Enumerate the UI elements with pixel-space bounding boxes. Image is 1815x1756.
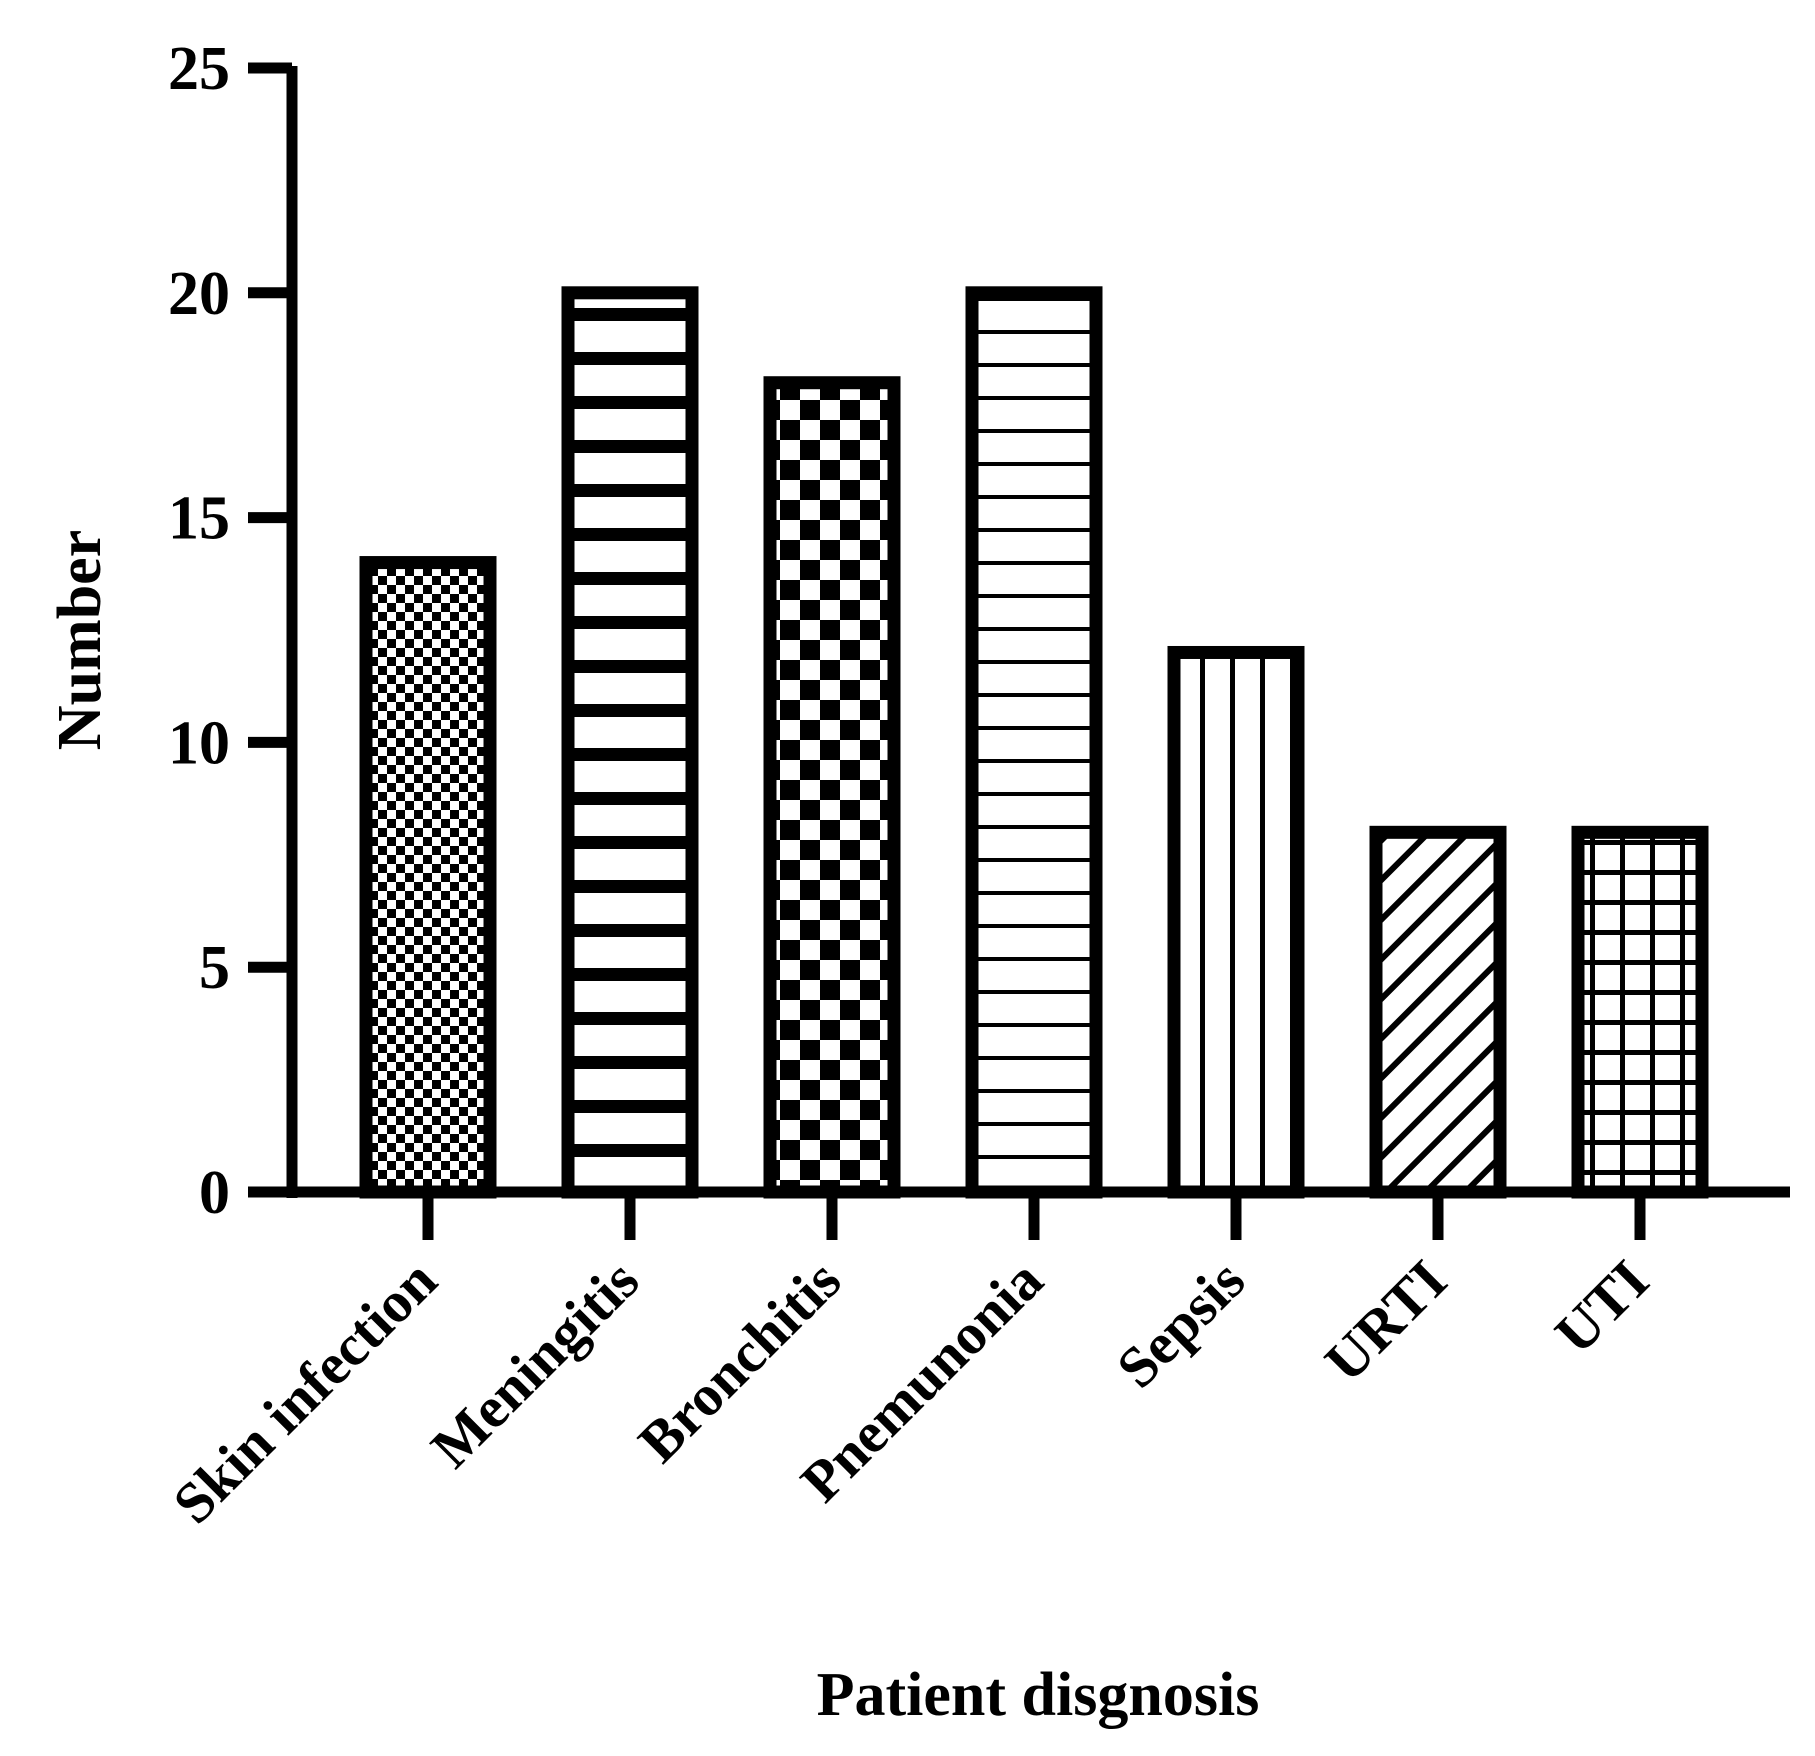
axes bbox=[248, 62, 1790, 1240]
bar-bronchitis bbox=[763, 376, 901, 1199]
y-tick-label-5: 5 bbox=[199, 934, 230, 1002]
y-axis-title: Number bbox=[46, 530, 114, 750]
bar-meningitis bbox=[561, 286, 699, 1199]
x-tick-label-sepsis: Sepsis bbox=[1104, 1247, 1257, 1400]
x-tick-label-uti: UTI bbox=[1542, 1247, 1661, 1366]
y-tick-label-25: 25 bbox=[168, 35, 230, 103]
x-axis-title: Patient disgnosis bbox=[817, 1661, 1260, 1729]
x-tick-label-urti: URTI bbox=[1312, 1247, 1459, 1394]
y-tick-label-20: 20 bbox=[168, 260, 230, 328]
x-tick-label-meningitis: Meningitis bbox=[418, 1247, 651, 1480]
bar-pnemunonia bbox=[965, 286, 1103, 1199]
bars bbox=[359, 286, 1709, 1199]
bar-urti bbox=[1369, 825, 1507, 1199]
bar-skin-infection bbox=[359, 556, 497, 1199]
bar-uti bbox=[1571, 825, 1709, 1199]
y-tick-label-0: 0 bbox=[199, 1159, 230, 1227]
y-tick-label-15: 15 bbox=[168, 485, 230, 553]
y-tick-label-10: 10 bbox=[168, 709, 230, 777]
x-tick-label-skin-infection: Skin infection bbox=[161, 1247, 450, 1536]
bar-sepsis bbox=[1167, 645, 1305, 1199]
